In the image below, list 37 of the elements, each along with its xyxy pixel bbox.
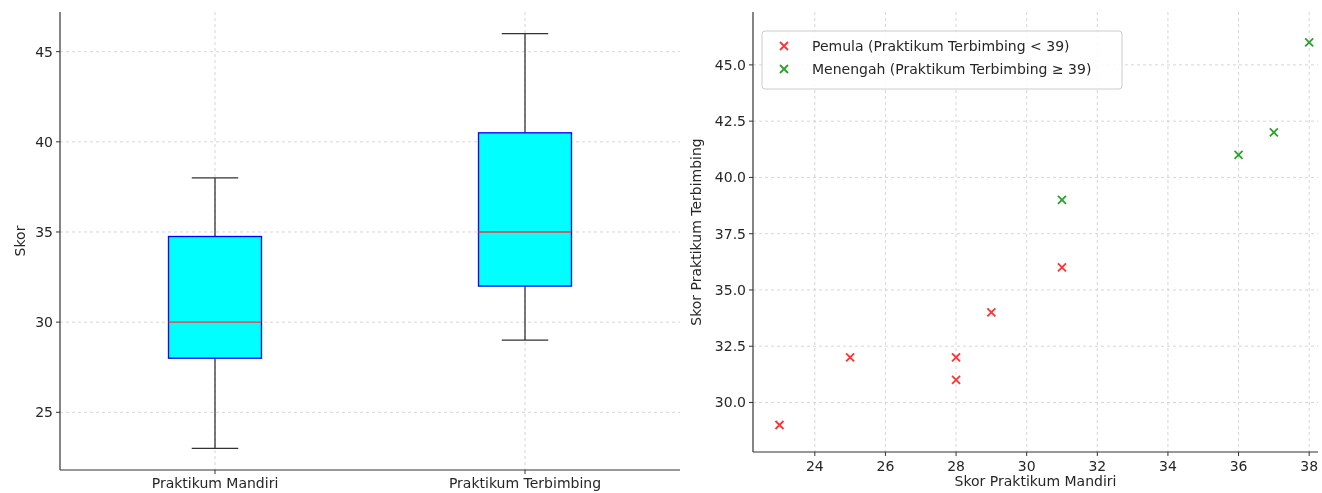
y-tick-label: 30.0 <box>714 394 746 411</box>
y-tick-label: 45 <box>35 43 53 60</box>
point <box>1057 262 1067 273</box>
y-tick-label: 40 <box>35 133 53 150</box>
x-tick-label: 24 <box>805 458 824 474</box>
x-tick-label: Praktikum Terbimbing <box>448 475 602 491</box>
y-tick-label: 25 <box>35 404 53 421</box>
point <box>1233 150 1244 160</box>
x-tick-label: 36 <box>1229 458 1248 474</box>
x-axis-title: Skor Praktikum Mandiri <box>954 473 1117 489</box>
point <box>774 420 785 430</box>
point <box>986 307 997 318</box>
legend-label: Pemula (Praktikum Terbimbing < 39) <box>812 37 1070 54</box>
x-tick-label: 28 <box>947 458 965 474</box>
y-tick-label: 35 <box>35 223 53 240</box>
x-tick-label: 34 <box>1159 458 1177 474</box>
point <box>951 352 961 363</box>
legend-label: Menengah (Praktikum Terbimbing ≥ 39) <box>812 60 1092 77</box>
y-tick-label: 40.0 <box>714 169 746 186</box>
point <box>1057 195 1067 205</box>
y-axis-title: Skor <box>12 225 28 257</box>
point <box>951 375 961 385</box>
y-tick-label: 42.5 <box>714 113 746 130</box>
point <box>1304 37 1315 48</box>
x-tick-label: 32 <box>1088 458 1107 474</box>
y-tick-label: 37.5 <box>714 225 746 242</box>
point <box>1268 127 1279 138</box>
y-axis-title: Skor Praktikum Terbimbing <box>688 138 704 326</box>
y-tick-label: 45.0 <box>714 56 746 73</box>
x-tick-label: 30 <box>1017 458 1036 474</box>
y-tick-label: 35.0 <box>714 281 746 298</box>
point <box>845 352 856 363</box>
y-tick-label: 32.5 <box>714 338 746 355</box>
x-tick-label: 26 <box>876 458 895 474</box>
y-tick-label: 30 <box>35 314 53 331</box>
x-tick-label: 38 <box>1300 458 1319 474</box>
x-tick-label: Praktikum Mandiri <box>151 475 279 491</box>
